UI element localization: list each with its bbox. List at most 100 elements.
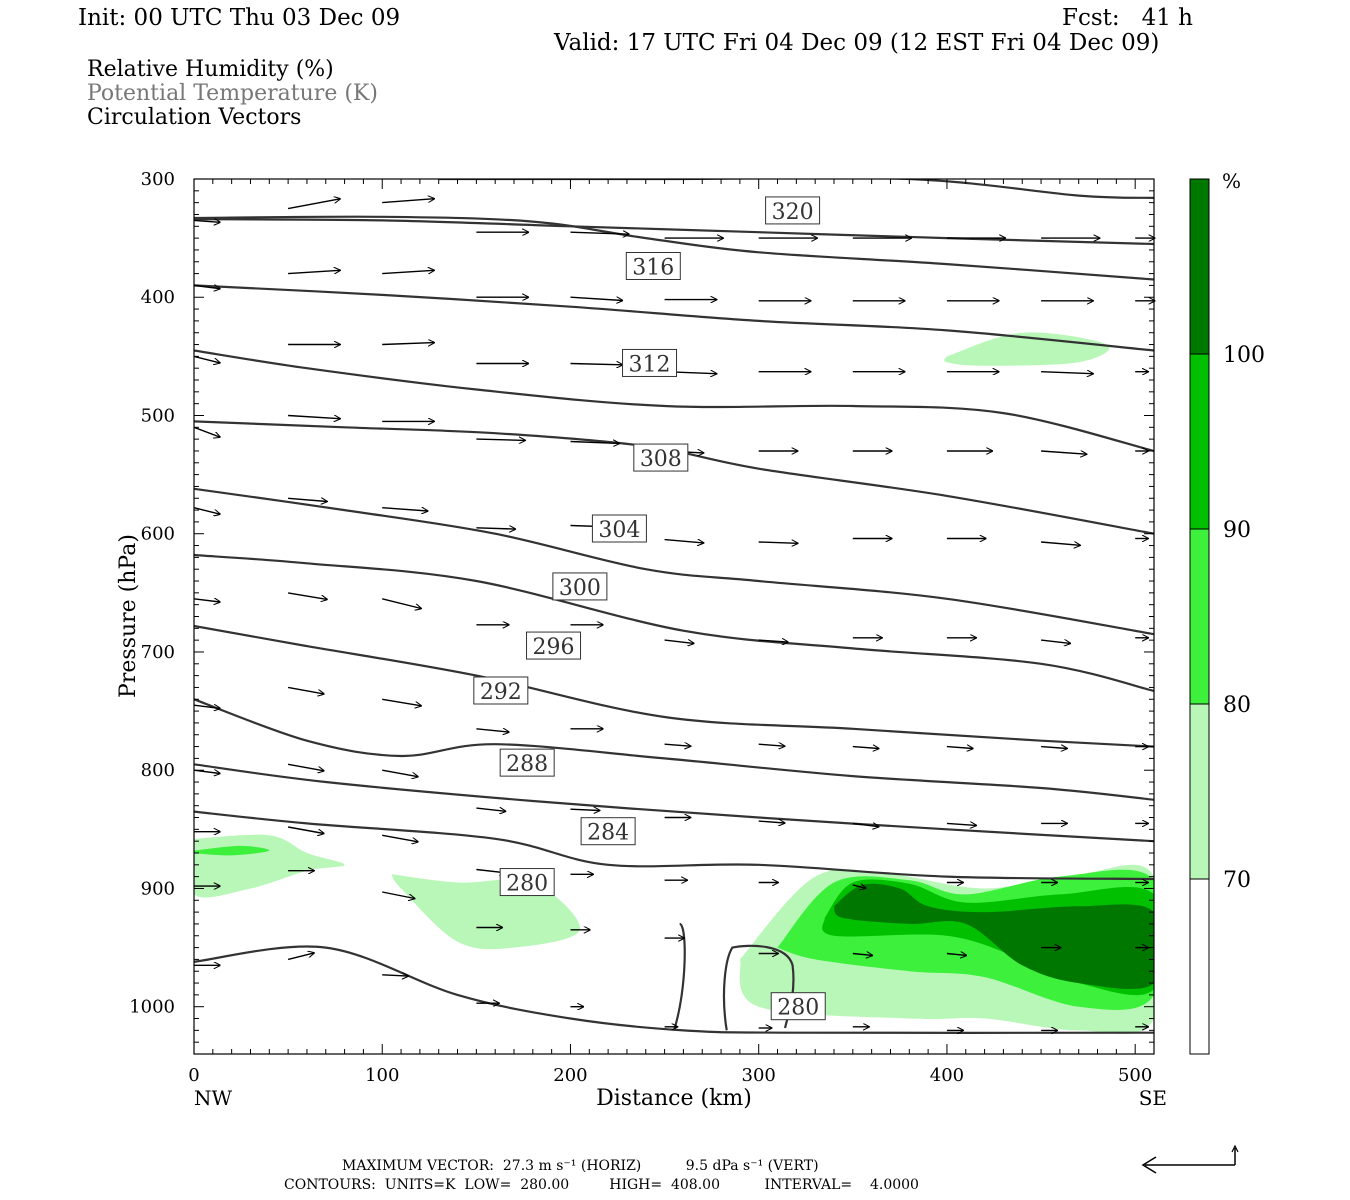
circulation-vector bbox=[758, 744, 785, 746]
circulation-vector bbox=[1041, 747, 1067, 749]
theta-label-box bbox=[473, 676, 529, 705]
circulation-vector bbox=[946, 747, 973, 749]
theta-label-box bbox=[591, 514, 647, 543]
max-vector-note: MAXIMUM VECTOR: 27.3 m s⁻¹ (HORIZ) 9.5 d… bbox=[342, 1158, 819, 1174]
theta-contour-316 bbox=[194, 215, 1154, 281]
circulation-vector bbox=[287, 953, 314, 961]
theta-label: 320 bbox=[772, 200, 814, 225]
init-time: Init: 00 UTC Thu 03 Dec 09 bbox=[78, 5, 401, 31]
x-tick-label: 400 bbox=[930, 1065, 964, 1086]
circulation-vector bbox=[570, 809, 600, 810]
circulation-vector bbox=[570, 296, 623, 300]
circulation-vector bbox=[664, 640, 694, 643]
colorbar-segment bbox=[1190, 179, 1209, 354]
circulation-vector bbox=[287, 763, 324, 771]
circulation-vector bbox=[946, 954, 967, 956]
colorbar-segment bbox=[1190, 704, 1209, 879]
circulation-vector bbox=[476, 528, 515, 529]
theta-contour-324 bbox=[194, 218, 1154, 246]
theta-contour-300 bbox=[194, 487, 1154, 636]
theta-label-box bbox=[622, 348, 678, 377]
theta-label: 284 bbox=[587, 821, 629, 846]
x-tick-label: 500 bbox=[1118, 1065, 1152, 1086]
circulation-vector bbox=[758, 821, 785, 823]
colorbar-unit: % bbox=[1222, 169, 1241, 193]
theta-label-box bbox=[765, 196, 821, 225]
colorbar-segment bbox=[1190, 354, 1209, 529]
y-tick-label: 600 bbox=[141, 524, 175, 545]
x-tick-label: 0 bbox=[188, 1065, 199, 1086]
circulation-vector bbox=[946, 823, 976, 825]
theta-contour-292 bbox=[194, 624, 1154, 748]
legend-circulation-vectors: Circulation Vectors bbox=[87, 105, 302, 130]
circulation-vector bbox=[287, 686, 324, 694]
rh-region-100 bbox=[834, 883, 1154, 990]
theta-contour-320 bbox=[438, 179, 1154, 199]
circulation-vector bbox=[193, 426, 220, 437]
circulation-vector bbox=[382, 769, 418, 777]
colorbar-segment bbox=[1190, 529, 1209, 704]
x-end-label-left: NW bbox=[194, 1086, 233, 1110]
x-end-label-right: SE bbox=[1139, 1086, 1167, 1110]
y-tick-label: 300 bbox=[141, 169, 175, 190]
theta-label-box bbox=[526, 631, 582, 660]
theta-label-box bbox=[633, 443, 689, 472]
circulation-vector bbox=[664, 744, 691, 746]
theta-contour-280 bbox=[194, 945, 1154, 1034]
circulation-vector bbox=[382, 270, 434, 275]
circulation-vector bbox=[570, 442, 620, 444]
y-tick-label: 800 bbox=[141, 760, 175, 781]
rh-region-70 bbox=[194, 834, 345, 898]
circulation-vector bbox=[382, 199, 434, 204]
x-tick-label: 100 bbox=[365, 1065, 399, 1086]
circulation-vector bbox=[288, 414, 340, 419]
circulation-vector bbox=[193, 285, 220, 288]
circulation-vector bbox=[758, 640, 788, 642]
circulation-vector bbox=[664, 540, 704, 543]
colorbar-level-label: 80 bbox=[1223, 693, 1251, 718]
theta-label-box bbox=[499, 868, 555, 897]
theta-label: 300 bbox=[559, 576, 601, 601]
contours-note: CONTOURS: UNITS=K LOW= 280.00 HIGH= 408.… bbox=[284, 1177, 919, 1193]
theta-contour-312 bbox=[194, 284, 1154, 352]
colorbar-segment bbox=[1190, 879, 1209, 1054]
theta-label: 280 bbox=[506, 872, 548, 897]
theta-label-box bbox=[580, 817, 636, 846]
circulation-vector bbox=[287, 592, 327, 600]
circulation-vector bbox=[193, 705, 220, 708]
theta-label-box bbox=[552, 572, 608, 601]
y-axis-label: Pressure (hPa) bbox=[116, 534, 141, 698]
circulation-vector bbox=[193, 599, 220, 602]
theta-contour-304 bbox=[194, 420, 1154, 535]
y-tick-label: 900 bbox=[141, 878, 175, 899]
theta-label: 296 bbox=[533, 635, 575, 660]
x-tick-label: 300 bbox=[742, 1065, 776, 1086]
y-tick-label: 500 bbox=[141, 405, 175, 426]
valid-time: Valid: 17 UTC Fri 04 Dec 09 (12 EST Fri … bbox=[554, 30, 1160, 56]
theta-label-box bbox=[770, 992, 826, 1021]
colorbar-level-label: 100 bbox=[1223, 343, 1265, 368]
theta-contour-288 bbox=[194, 698, 1154, 801]
colorbar-frame bbox=[1189, 178, 1210, 1055]
circulation-vector bbox=[570, 364, 623, 365]
rh-region-80 bbox=[194, 845, 270, 856]
circulation-vector bbox=[382, 598, 421, 609]
circulation-vector bbox=[1041, 542, 1080, 545]
circulation-vector bbox=[193, 220, 220, 222]
theta-label-box bbox=[499, 748, 555, 777]
theta-label: 280 bbox=[777, 996, 819, 1021]
circulation-vector bbox=[476, 729, 509, 732]
circulation-vector bbox=[1041, 451, 1087, 454]
circulation-vector bbox=[852, 954, 873, 956]
circulation-vector bbox=[476, 808, 505, 811]
theta-label-box bbox=[625, 252, 681, 280]
y-tick-label: 700 bbox=[141, 642, 175, 663]
y-tick-label: 400 bbox=[141, 287, 175, 308]
circulation-vector bbox=[852, 823, 879, 826]
legend-potential-temperature: Potential Temperature (K) bbox=[87, 81, 378, 106]
forecast-hour: Fcst: 41 h bbox=[1062, 5, 1193, 31]
circulation-vector bbox=[1041, 640, 1070, 643]
theta-label: 288 bbox=[506, 752, 548, 777]
circulation-vector bbox=[1041, 372, 1093, 374]
